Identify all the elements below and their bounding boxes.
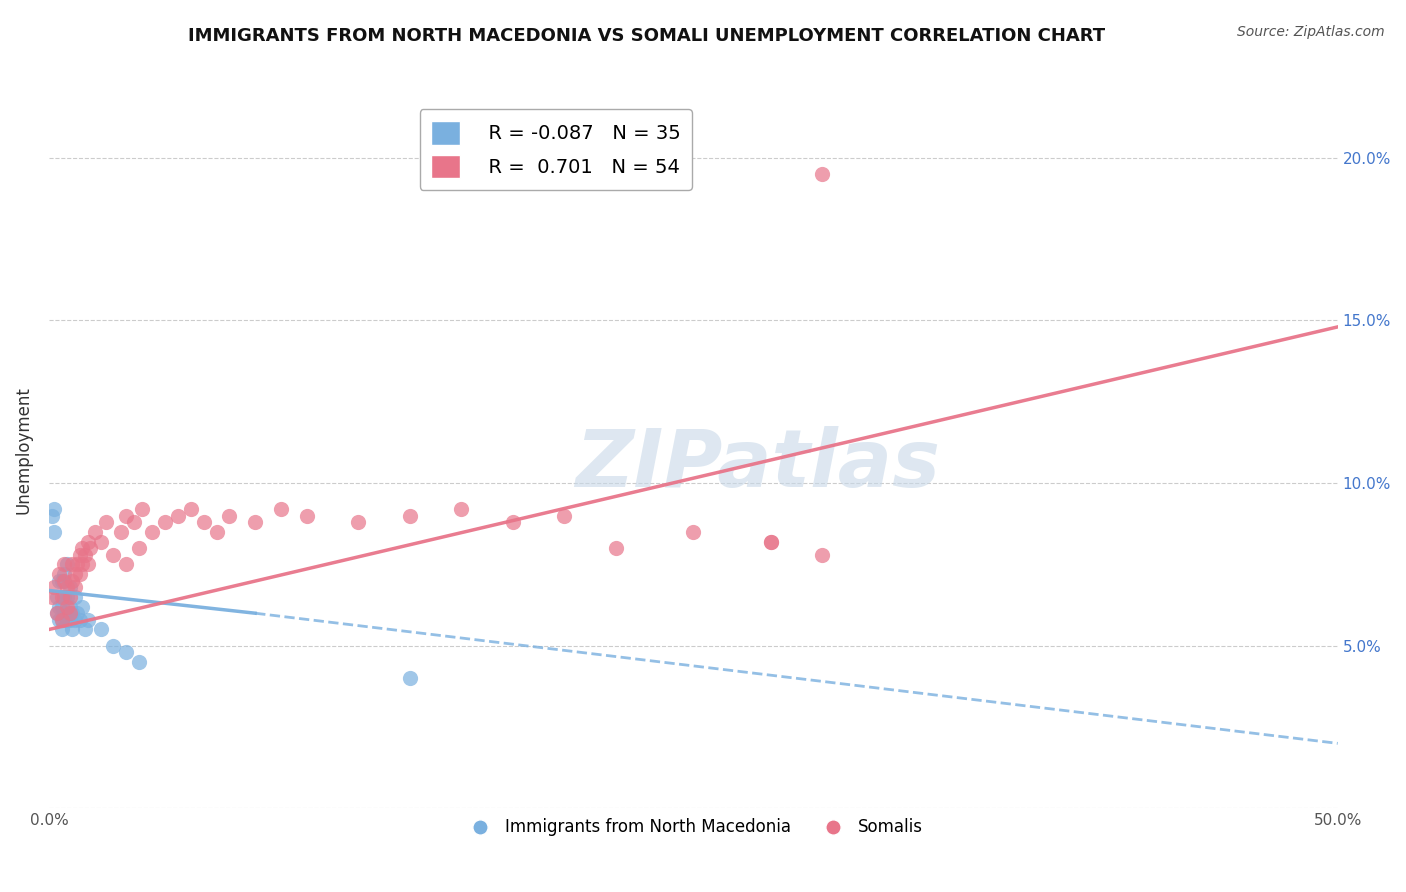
Point xyxy=(131,502,153,516)
Point xyxy=(811,548,834,562)
Point xyxy=(76,534,98,549)
Point xyxy=(41,590,63,604)
Point xyxy=(141,524,163,539)
Point xyxy=(398,671,420,685)
Point xyxy=(122,515,145,529)
Point xyxy=(347,515,370,529)
Point xyxy=(759,534,782,549)
Point xyxy=(53,567,76,582)
Point xyxy=(51,599,73,614)
Point xyxy=(63,613,86,627)
Point xyxy=(605,541,627,556)
Point xyxy=(53,606,76,620)
Point xyxy=(63,567,86,582)
Point xyxy=(48,574,70,588)
Point xyxy=(128,541,150,556)
Point xyxy=(42,580,65,594)
Point xyxy=(60,574,83,588)
Point xyxy=(48,613,70,627)
Legend: Immigrants from North Macedonia, Somalis: Immigrants from North Macedonia, Somalis xyxy=(457,812,929,843)
Point xyxy=(56,580,79,594)
Text: ZIPatlas: ZIPatlas xyxy=(575,425,941,504)
Point xyxy=(45,606,67,620)
Point xyxy=(115,508,138,523)
Point xyxy=(48,599,70,614)
Point xyxy=(63,590,86,604)
Point xyxy=(205,524,228,539)
Point xyxy=(166,508,188,523)
Point xyxy=(69,613,91,627)
Point xyxy=(63,580,86,594)
Point xyxy=(128,655,150,669)
Point xyxy=(42,502,65,516)
Point xyxy=(398,508,420,523)
Point xyxy=(450,502,472,516)
Point xyxy=(51,590,73,604)
Point xyxy=(115,645,138,659)
Point xyxy=(72,599,94,614)
Point xyxy=(72,558,94,572)
Point xyxy=(56,558,79,572)
Point xyxy=(58,580,80,594)
Point xyxy=(48,567,70,582)
Point xyxy=(51,613,73,627)
Point xyxy=(103,548,125,562)
Point xyxy=(103,639,125,653)
Point xyxy=(53,590,76,604)
Point xyxy=(243,515,266,529)
Text: IMMIGRANTS FROM NORTH MACEDONIA VS SOMALI UNEMPLOYMENT CORRELATION CHART: IMMIGRANTS FROM NORTH MACEDONIA VS SOMAL… xyxy=(188,27,1105,45)
Point xyxy=(153,515,176,529)
Point xyxy=(60,623,83,637)
Point xyxy=(73,548,96,562)
Point xyxy=(295,508,318,523)
Point xyxy=(811,167,834,181)
Point xyxy=(41,508,63,523)
Point xyxy=(76,613,98,627)
Point xyxy=(60,558,83,572)
Point xyxy=(89,534,111,549)
Point xyxy=(58,599,80,614)
Point xyxy=(180,502,202,516)
Point xyxy=(115,558,138,572)
Point xyxy=(58,606,80,620)
Point xyxy=(89,623,111,637)
Point xyxy=(66,606,89,620)
Point xyxy=(66,558,89,572)
Point xyxy=(759,534,782,549)
Text: Source: ZipAtlas.com: Source: ZipAtlas.com xyxy=(1237,25,1385,39)
Point xyxy=(51,574,73,588)
Point xyxy=(76,558,98,572)
Point xyxy=(69,567,91,582)
Point xyxy=(56,599,79,614)
Point xyxy=(51,613,73,627)
Point xyxy=(53,558,76,572)
Point xyxy=(53,574,76,588)
Point xyxy=(60,606,83,620)
Point xyxy=(45,590,67,604)
Point xyxy=(58,590,80,604)
Point xyxy=(502,515,524,529)
Point xyxy=(56,613,79,627)
Point xyxy=(73,623,96,637)
Point xyxy=(94,515,117,529)
Point xyxy=(58,613,80,627)
Point xyxy=(51,623,73,637)
Point xyxy=(682,524,704,539)
Point xyxy=(553,508,575,523)
Point xyxy=(270,502,292,516)
Point xyxy=(56,590,79,604)
Point xyxy=(193,515,215,529)
Point xyxy=(45,606,67,620)
Point xyxy=(79,541,101,556)
Point xyxy=(218,508,240,523)
Point xyxy=(42,524,65,539)
Point xyxy=(110,524,132,539)
Y-axis label: Unemployment: Unemployment xyxy=(15,386,32,515)
Point xyxy=(69,548,91,562)
Point xyxy=(72,541,94,556)
Point xyxy=(84,524,107,539)
